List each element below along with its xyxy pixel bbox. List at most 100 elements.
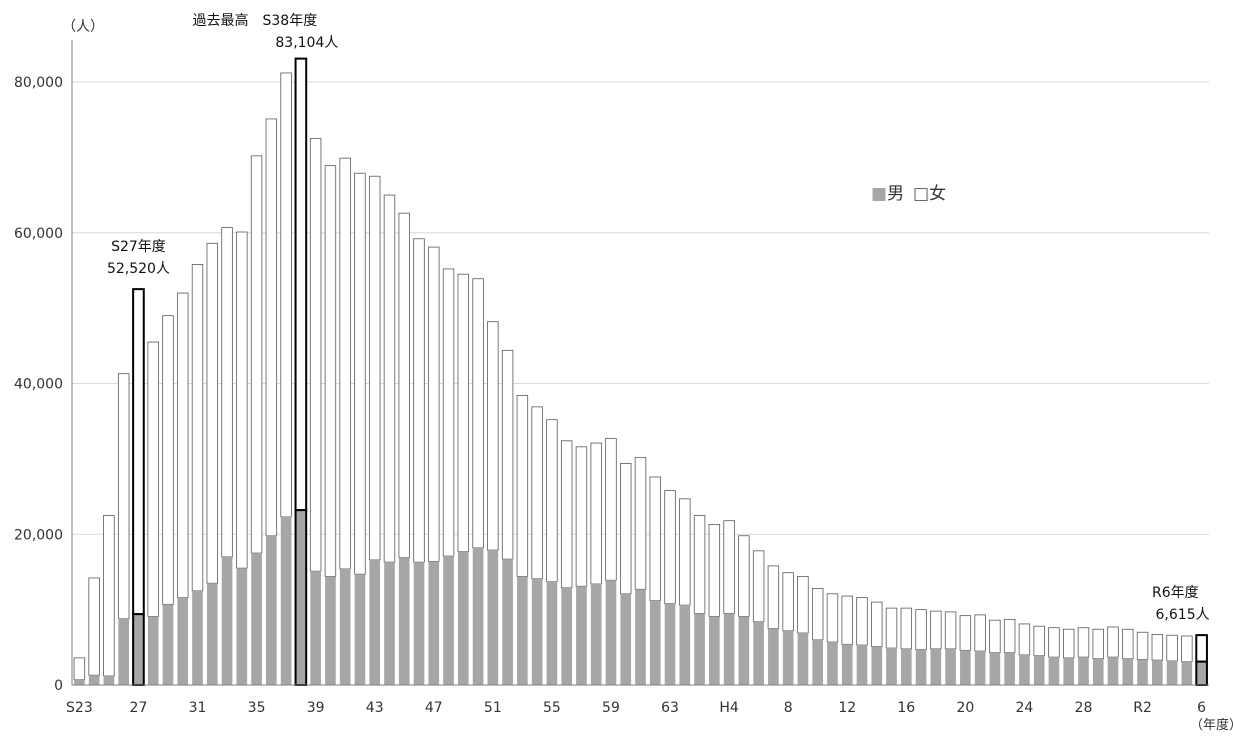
bar-male bbox=[797, 632, 809, 685]
bar-male bbox=[1048, 657, 1060, 685]
bar-female bbox=[560, 440, 573, 589]
bar-male bbox=[635, 589, 646, 685]
bar-male bbox=[428, 561, 440, 685]
x-tick-label: R2 bbox=[1133, 700, 1152, 716]
bar-female bbox=[797, 576, 809, 634]
bar-female bbox=[1136, 631, 1149, 660]
bar-female bbox=[871, 601, 883, 647]
bar-female bbox=[841, 595, 853, 645]
bar-female bbox=[959, 615, 972, 651]
bar-male bbox=[1181, 661, 1193, 685]
bar-female bbox=[944, 611, 957, 650]
bar-female bbox=[708, 524, 721, 617]
bar-female bbox=[1048, 627, 1060, 658]
bar-male bbox=[1152, 660, 1163, 685]
axes bbox=[71, 40, 1209, 686]
bar-female bbox=[221, 227, 233, 558]
annotation-s38-line1: 過去最高 S38年度 bbox=[193, 12, 318, 29]
bar-female bbox=[309, 138, 322, 572]
bar-male bbox=[118, 618, 129, 685]
legend-label-female: 女 bbox=[929, 184, 946, 204]
bar-male bbox=[1122, 658, 1134, 685]
bar-male bbox=[236, 568, 248, 685]
bar-male bbox=[103, 675, 115, 685]
x-tick-label: 12 bbox=[838, 700, 856, 716]
bar-female bbox=[516, 395, 529, 577]
bar-male bbox=[251, 553, 262, 685]
bar-female bbox=[73, 657, 86, 681]
bar-male bbox=[74, 679, 85, 685]
bar-male bbox=[206, 583, 218, 685]
bar-female bbox=[236, 231, 248, 569]
legend-marker-male: ■ bbox=[871, 184, 887, 204]
bar-female bbox=[206, 242, 218, 584]
bar-female bbox=[664, 490, 676, 604]
bar-male bbox=[162, 604, 174, 685]
bar-male bbox=[649, 600, 661, 685]
annotation-s27-line2: 52,520人 bbox=[107, 261, 170, 277]
bar-female bbox=[472, 278, 484, 549]
bar-female bbox=[693, 515, 706, 614]
x-tick-label: 47 bbox=[425, 700, 443, 716]
bar-male bbox=[1033, 655, 1045, 685]
bar-male bbox=[354, 574, 366, 685]
bar-female bbox=[930, 610, 942, 650]
bar-male bbox=[709, 616, 720, 685]
bar-female bbox=[974, 614, 986, 652]
bar-male bbox=[856, 645, 868, 685]
bar-female bbox=[1063, 628, 1075, 659]
bar-female bbox=[324, 165, 337, 577]
bar-male bbox=[88, 675, 100, 685]
y-axis-unit: （人） bbox=[62, 19, 104, 35]
bar-male bbox=[280, 516, 292, 685]
bar-male bbox=[900, 648, 912, 685]
bar-female bbox=[915, 609, 927, 650]
bar-male bbox=[664, 603, 676, 685]
bar-male bbox=[1107, 657, 1119, 685]
bar-male bbox=[310, 571, 321, 685]
bar-male bbox=[1078, 657, 1089, 685]
bar-male bbox=[531, 578, 543, 685]
bar-male bbox=[1004, 652, 1015, 685]
bar-female bbox=[620, 462, 632, 595]
bar-male bbox=[1063, 657, 1075, 685]
bar-female bbox=[531, 406, 543, 580]
bar-female bbox=[989, 619, 1001, 653]
y-tick-label: 60,000 bbox=[14, 226, 63, 242]
bar-female bbox=[294, 57, 308, 512]
bar-male bbox=[871, 646, 883, 685]
bar-female bbox=[280, 72, 292, 518]
bar-male bbox=[576, 586, 587, 685]
bar-female bbox=[383, 194, 396, 563]
bar-female bbox=[457, 273, 470, 552]
bar-female bbox=[442, 268, 455, 557]
y-tick-label: 40,000 bbox=[14, 377, 63, 393]
bar-female bbox=[339, 157, 351, 570]
bar-male bbox=[841, 644, 853, 685]
x-tick-label: 55 bbox=[543, 700, 561, 716]
bar-male bbox=[782, 630, 794, 685]
x-tick-label: 20 bbox=[956, 700, 974, 716]
bar-male bbox=[590, 583, 602, 685]
legend-item-female: □女 bbox=[913, 184, 946, 204]
bar-male bbox=[768, 628, 779, 685]
bar-female bbox=[1195, 634, 1208, 663]
bar-female bbox=[1018, 623, 1031, 656]
bar-female bbox=[1077, 627, 1090, 658]
bar-female bbox=[88, 577, 100, 676]
bar-male bbox=[294, 509, 308, 686]
bar-female bbox=[590, 442, 602, 585]
bar-male bbox=[620, 593, 632, 685]
bar-female bbox=[1003, 619, 1016, 653]
x-tick-label: 16 bbox=[897, 700, 915, 716]
y-tick-labels: 0 20,000 40,000 60,000 80,000 bbox=[14, 75, 63, 694]
x-tick-label: 63 bbox=[661, 700, 679, 716]
bar-female bbox=[147, 341, 159, 617]
bar-male bbox=[339, 568, 351, 685]
x-tick-label: 27 bbox=[130, 700, 148, 716]
bar-male bbox=[502, 559, 513, 685]
bar-female bbox=[1107, 626, 1119, 658]
x-tick-label: 8 bbox=[784, 700, 793, 716]
bar-male bbox=[694, 613, 705, 685]
bar-male bbox=[177, 597, 189, 685]
